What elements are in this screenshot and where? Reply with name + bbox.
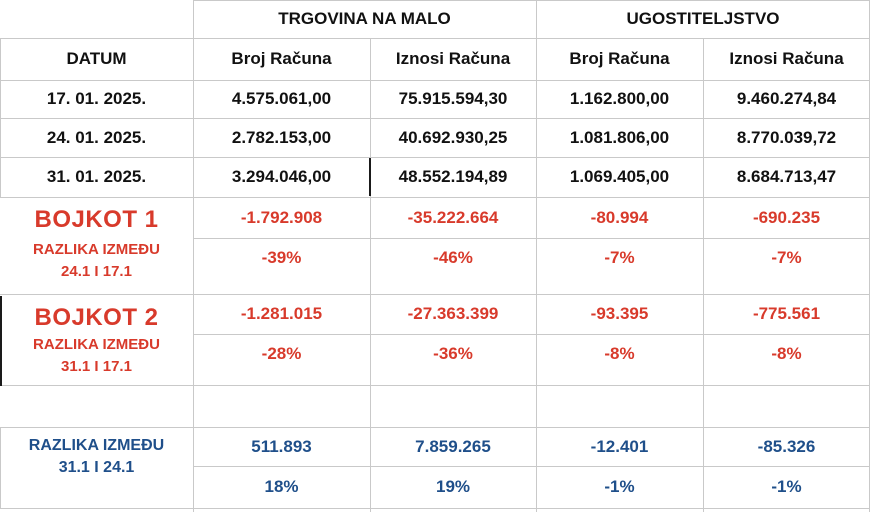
comparison-retail-count-pct: 18% — [264, 477, 299, 496]
boycott-1-retail-count-diff: -1.792.908 — [240, 207, 323, 227]
hospitality-count: 1.162.800,00 — [569, 89, 670, 108]
comparison-retail-amount-diff: 7.859.265 — [415, 436, 491, 456]
boycott-1-retail-amount-pct: -46% — [433, 248, 473, 267]
comparison-retail-amount-pct: 19% — [435, 477, 471, 496]
comparison-hospitality-count-diff: -12.401 — [590, 436, 649, 456]
column-header-date: DATUM — [66, 49, 127, 68]
comparison-label-line1: RAZLIKA IZMEĐU — [28, 437, 165, 454]
retail-amount: 48.552.194,89 — [398, 167, 508, 186]
boycott-2-hospitality-amount-pct: -8% — [771, 344, 802, 363]
retail-amount: 75.915.594,30 — [398, 89, 508, 108]
retail-amount: 40.692.930,25 — [398, 127, 508, 147]
column-header-hospitality-amount: Iznosi Računa — [729, 49, 844, 68]
comparison-hospitality-amount-pct: -1% — [771, 477, 802, 496]
row-date: 31. 01. 2025. — [46, 167, 147, 186]
comparison-retail-count-diff: 511.893 — [251, 436, 312, 456]
boycott-1-retail-amount-diff: -35.222.664 — [407, 207, 499, 227]
hospitality-count: 1.069.405,00 — [569, 167, 670, 186]
column-header-retail-amount: Iznosi Računa — [395, 49, 511, 68]
boycott-2-retail-amount-pct: -36% — [433, 344, 473, 363]
group-header-retail: TRGOVINA NA MALO — [278, 9, 451, 28]
boycott-2-retail-amount-diff: -27.363.399 — [407, 304, 499, 323]
group-header-hospitality: UGOSTITELJSTVO — [626, 9, 780, 28]
retail-count: 2.782.153,00 — [231, 127, 332, 147]
boycott-1-hospitality-amount-pct: -7% — [771, 248, 802, 267]
boycott-2-subtitle-line1: RAZLIKA IZMEĐU — [33, 336, 160, 353]
comparison-hospitality-amount-diff: -85.326 — [757, 436, 816, 456]
boycott-2-subtitle-line2: 31.1 I 17.1 — [61, 358, 132, 375]
retail-count: 4.575.061,00 — [231, 89, 332, 108]
boycott-1-subtitle-line1: RAZLIKA IZMEĐU — [33, 241, 160, 258]
boycott-1-subtitle-line2: 24.1 I 17.1 — [61, 263, 132, 280]
hospitality-amount: 9.460.274,84 — [736, 89, 837, 108]
comparison-hospitality-count-pct: -1% — [604, 477, 635, 496]
boycott-1-hospitality-amount-diff: -690.235 — [752, 207, 821, 227]
boycott-1-hospitality-count-diff: -80.994 — [590, 207, 649, 227]
boycott-2-hospitality-count-diff: -93.395 — [590, 304, 649, 323]
column-header-retail-count: Broj Računa — [231, 49, 332, 68]
boycott-2-retail-count-diff: -1.281.015 — [240, 304, 323, 323]
row-date: 17. 01. 2025. — [46, 89, 147, 108]
boycott-1-title: BOJKOT 1 — [34, 206, 159, 233]
boycott-2-hospitality-amount-diff: -775.561 — [752, 304, 821, 323]
column-header-hospitality-count: Broj Računa — [569, 49, 670, 68]
hospitality-amount: 8.684.713,47 — [736, 167, 837, 186]
retail-count: 3.294.046,00 — [231, 167, 332, 186]
boycott-2-title: BOJKOT 2 — [34, 304, 159, 331]
boycott-2-hospitality-count-pct: -8% — [604, 344, 635, 363]
hospitality-count: 1.081.806,00 — [569, 127, 670, 147]
boycott-2-retail-count-pct: -28% — [261, 344, 302, 363]
hospitality-amount: 8.770.039,72 — [736, 127, 837, 147]
comparison-label-line2: 31.1 I 24.1 — [58, 459, 135, 476]
boycott-1-hospitality-count-pct: -7% — [604, 248, 635, 267]
row-date: 24. 01. 2025. — [46, 127, 147, 147]
boycott-1-retail-count-pct: -39% — [261, 248, 302, 267]
